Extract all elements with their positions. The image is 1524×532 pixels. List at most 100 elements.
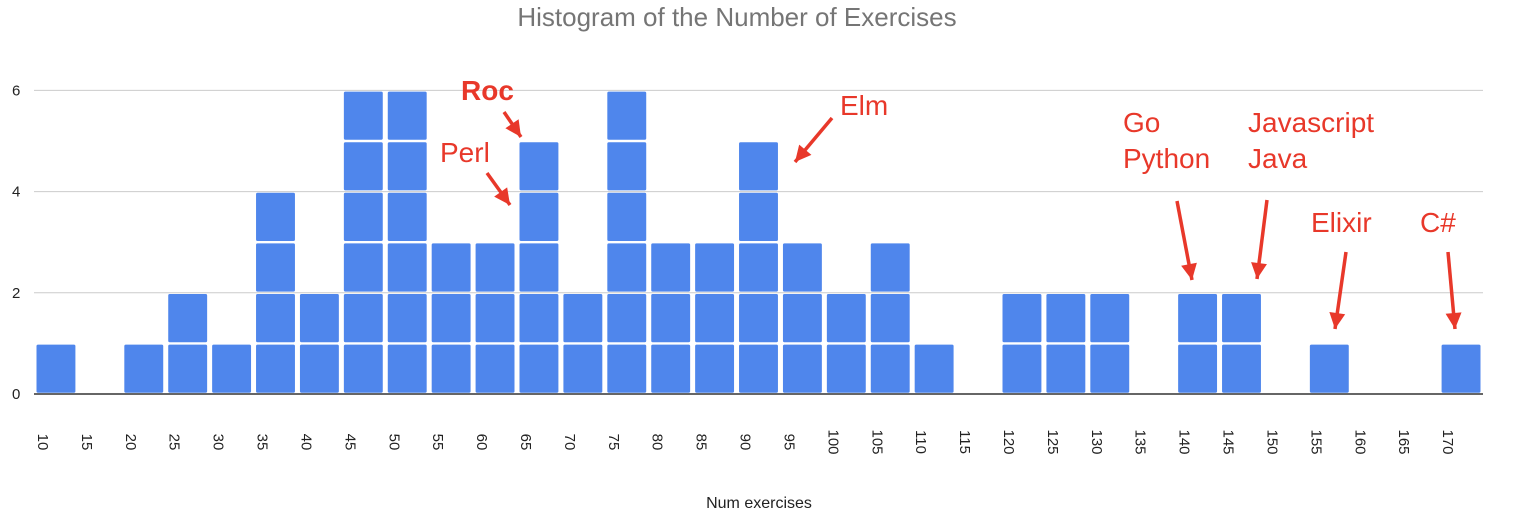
bar-block	[782, 294, 822, 343]
bar-block	[475, 344, 515, 393]
bar-block	[651, 294, 691, 343]
x-tick-label: 15	[78, 434, 95, 451]
arrowhead	[1181, 262, 1197, 280]
x-tick-label: 40	[297, 434, 314, 451]
bar-170	[1441, 344, 1481, 393]
bar-block	[475, 243, 515, 292]
bar-block	[343, 294, 383, 343]
bar-block	[256, 344, 295, 393]
bar-block	[870, 344, 910, 393]
bar-block	[256, 294, 295, 343]
arrowhead	[795, 144, 812, 162]
bar-block	[782, 243, 822, 292]
bar-100	[826, 294, 866, 393]
y-tick-label: 2	[12, 285, 20, 302]
x-tick-label: 95	[780, 434, 797, 451]
bar-block	[431, 294, 471, 343]
x-tick-label: 100	[824, 429, 841, 454]
bar-45	[343, 91, 383, 393]
bar-block	[695, 344, 735, 393]
arrowhead	[1329, 312, 1346, 329]
annotation-label: Go	[1123, 107, 1160, 138]
chart-title: Histogram of the Number of Exercises	[517, 2, 956, 32]
bar-block	[1178, 294, 1218, 343]
bar-block	[1309, 344, 1349, 393]
bar-block	[519, 294, 559, 343]
bar-block	[1046, 294, 1086, 343]
bar-block	[519, 192, 559, 241]
x-tick-label: 125	[1044, 429, 1061, 454]
bar-60	[475, 243, 515, 393]
x-tick-label: 60	[473, 434, 490, 451]
bar-block	[387, 192, 427, 241]
bar-block	[343, 344, 383, 393]
bar-block	[36, 344, 76, 393]
y-tick-label: 0	[12, 386, 20, 403]
bar-block	[519, 142, 559, 191]
x-tick-label: 20	[122, 434, 139, 451]
bar-40	[299, 294, 339, 393]
arrowhead	[494, 187, 510, 205]
bar-10	[36, 344, 76, 393]
annotation-label: Python	[1123, 143, 1210, 174]
bar-block	[870, 294, 910, 343]
bar-block	[782, 344, 822, 393]
x-tick-label: 130	[1088, 429, 1105, 454]
bar-block	[475, 294, 515, 343]
arrowhead	[1251, 262, 1267, 279]
annotation-label: Java	[1248, 143, 1308, 174]
x-tick-label: 160	[1351, 429, 1368, 454]
bar-block	[387, 243, 427, 292]
bar-block	[739, 142, 778, 191]
x-tick-label: 150	[1263, 429, 1280, 454]
bar-block	[1441, 344, 1481, 393]
bar-block	[826, 294, 866, 343]
x-tick-label: 25	[166, 434, 183, 451]
bar-block	[1090, 294, 1130, 343]
annotation-javascript-java: Javascript Java	[1248, 107, 1374, 280]
bar-block	[519, 344, 559, 393]
bar-block	[1222, 344, 1261, 393]
annotation-label: C#	[1420, 207, 1456, 238]
bar-block	[431, 243, 471, 292]
bar-85	[695, 243, 735, 393]
bar-95	[782, 243, 822, 393]
bar-block	[256, 192, 295, 241]
bar-65	[519, 142, 559, 393]
bar-block	[387, 294, 427, 343]
annotations: Roc Perl Elm Go Python Javascript Java Elixir C#	[440, 75, 1462, 330]
bar-block	[256, 243, 295, 292]
bar-90	[739, 142, 778, 393]
bar-125	[1046, 294, 1086, 393]
bar-block	[1002, 344, 1042, 393]
bar-35	[256, 192, 295, 393]
bar-block	[914, 344, 954, 393]
x-tick-label: 30	[210, 434, 227, 451]
x-tick-label: 45	[341, 434, 358, 451]
x-tick-label: 105	[868, 429, 885, 454]
arrowhead	[1445, 312, 1462, 329]
x-tick-label: 165	[1395, 429, 1412, 454]
bar-block	[607, 294, 647, 343]
x-tick-label: 90	[737, 434, 754, 451]
bar-block	[826, 344, 866, 393]
annotation-go-python: Go Python	[1123, 107, 1210, 281]
x-tick-label: 80	[649, 434, 666, 451]
bar-block	[387, 344, 427, 393]
bar-block	[1178, 344, 1218, 393]
bar-145	[1222, 294, 1261, 393]
bar-block	[607, 142, 647, 191]
bar-block	[299, 294, 339, 343]
bar-80	[651, 243, 691, 393]
bar-block	[299, 344, 339, 393]
bar-block	[431, 344, 471, 393]
annotation-label: Roc	[461, 75, 514, 106]
x-tick-label: 70	[561, 434, 578, 451]
bar-block	[695, 243, 735, 292]
bar-block	[651, 243, 691, 292]
bar-block	[343, 192, 383, 241]
bar-block	[651, 344, 691, 393]
x-tick-label: 110	[912, 430, 929, 454]
annotation-roc: Roc	[461, 75, 523, 138]
gridlines	[34, 89, 1483, 294]
